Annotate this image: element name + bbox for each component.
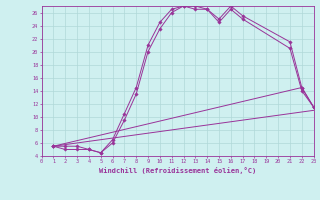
- X-axis label: Windchill (Refroidissement éolien,°C): Windchill (Refroidissement éolien,°C): [99, 167, 256, 174]
